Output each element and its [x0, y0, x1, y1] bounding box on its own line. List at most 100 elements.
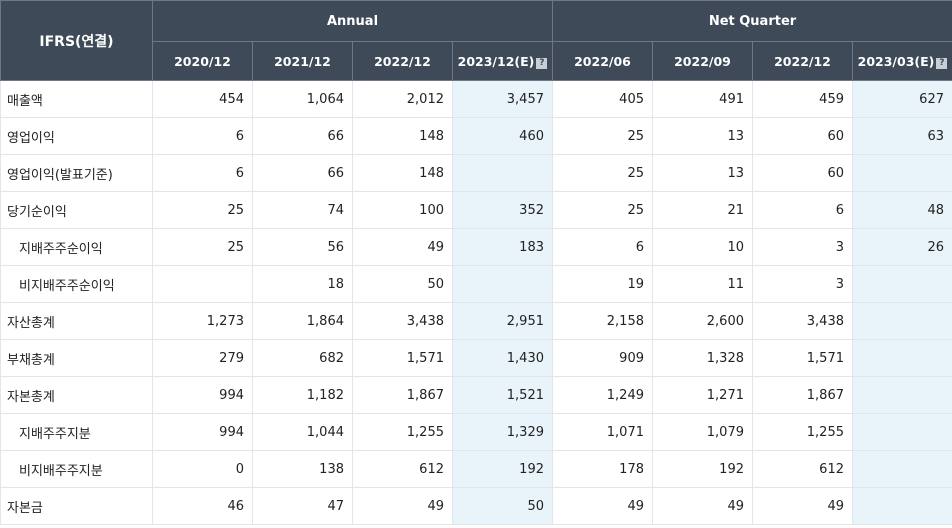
- table-cell: 183: [452, 228, 553, 266]
- table-row: 매출액 454 1,064 2,012 3,457 405 491 459 627: [0, 80, 952, 118]
- table-cell: 1,064: [252, 80, 353, 118]
- row-label[interactable]: 자산총계: [0, 302, 153, 340]
- table-cell: 66: [252, 154, 353, 192]
- table-cell: 1,864: [252, 302, 353, 340]
- table-cell: 0: [152, 450, 253, 488]
- table-cell: 459: [752, 80, 853, 118]
- table-cell: 1,255: [352, 413, 453, 451]
- table-row: 자산총계 1,273 1,864 3,438 2,951 2,158 2,600 3,438: [0, 302, 952, 340]
- table-cell: [152, 265, 253, 303]
- table-cell: 1,044: [252, 413, 353, 451]
- table-cell: [852, 154, 952, 192]
- table-cell: 25: [552, 191, 653, 229]
- table-cell: 279: [152, 339, 253, 377]
- column-header: 2022/12: [752, 41, 853, 81]
- table-row: 부채총계 279 682 1,571 1,430 909 1,328 1,571: [0, 339, 952, 377]
- row-label[interactable]: 지배주주지분: [0, 413, 153, 451]
- net-quarter-group-header: Net Quarter: [552, 0, 952, 42]
- row-label[interactable]: 영업이익: [0, 117, 153, 155]
- table-cell: 63: [852, 117, 952, 155]
- row-label[interactable]: 비지배주주지분: [0, 450, 153, 488]
- ifrs-header: IFRS(연결): [0, 0, 153, 81]
- row-label[interactable]: 지배주주순이익: [0, 228, 153, 266]
- column-header-estimate: 2023/03(E)?: [852, 41, 952, 81]
- table-cell: 6: [152, 117, 253, 155]
- table-cell: 25: [552, 117, 653, 155]
- table-cell: 1,273: [152, 302, 253, 340]
- row-label[interactable]: 부채총계: [0, 339, 153, 377]
- table-row: 자본총계 994 1,182 1,867 1,521 1,249 1,271 1,867: [0, 376, 952, 414]
- table-cell: 460: [452, 117, 553, 155]
- table-cell: 994: [152, 376, 253, 414]
- table-cell: 178: [552, 450, 653, 488]
- table-cell: 1,867: [752, 376, 853, 414]
- table-cell: [452, 154, 553, 192]
- table-cell: 192: [452, 450, 553, 488]
- table-body: 매출액 454 1,064 2,012 3,457 405 491 459 627 영업이익 6 66…: [0, 80, 952, 525]
- table-cell: 2,012: [352, 80, 453, 118]
- table-row: 영업이익(발표기준) 6 66 148 25 13 60: [0, 154, 952, 192]
- table-cell: 13: [652, 117, 753, 155]
- table-cell: 47: [252, 487, 353, 525]
- table-cell: 3,438: [752, 302, 853, 340]
- table-cell: 25: [152, 228, 253, 266]
- help-icon[interactable]: ?: [936, 57, 948, 69]
- table-cell: 192: [652, 450, 753, 488]
- table-cell: 1,249: [552, 376, 653, 414]
- table-cell: [852, 376, 952, 414]
- row-label[interactable]: 매출액: [0, 80, 153, 118]
- table-cell: [852, 265, 952, 303]
- column-header: 2020/12: [152, 41, 253, 81]
- table-cell: 26: [852, 228, 952, 266]
- table-cell: 1,071: [552, 413, 653, 451]
- table-cell: 1,571: [752, 339, 853, 377]
- table-cell: [852, 302, 952, 340]
- table-cell: 1,182: [252, 376, 353, 414]
- table-cell: 100: [352, 191, 453, 229]
- table-cell: 1,255: [752, 413, 853, 451]
- row-label[interactable]: 자본금: [0, 487, 153, 525]
- table-cell: [852, 413, 952, 451]
- row-label[interactable]: 자본총계: [0, 376, 153, 414]
- table-cell: 352: [452, 191, 553, 229]
- table-cell: 46: [152, 487, 253, 525]
- table-cell: 1,329: [452, 413, 553, 451]
- row-label[interactable]: 당기순이익: [0, 191, 153, 229]
- table-row: 비지배주주순이익 18 50 19 11 3: [0, 265, 952, 303]
- table-cell: 48: [852, 191, 952, 229]
- table-cell: [852, 450, 952, 488]
- table-cell: 148: [352, 117, 453, 155]
- table-cell: 1,328: [652, 339, 753, 377]
- table-cell: 3,438: [352, 302, 453, 340]
- table-cell: 909: [552, 339, 653, 377]
- table-cell: 138: [252, 450, 353, 488]
- table-cell: 50: [452, 487, 553, 525]
- table-cell: 60: [752, 154, 853, 192]
- table-cell: [852, 487, 952, 525]
- row-label[interactable]: 영업이익(발표기준): [0, 154, 153, 192]
- table-cell: 1,079: [652, 413, 753, 451]
- table-cell: 10: [652, 228, 753, 266]
- table-cell: 994: [152, 413, 253, 451]
- table-cell: 612: [352, 450, 453, 488]
- column-header: 2022/12: [352, 41, 453, 81]
- table-cell: 49: [652, 487, 753, 525]
- table-cell: 1,271: [652, 376, 753, 414]
- table-row: 자본금 46 47 49 50 49 49 49: [0, 487, 952, 525]
- table-cell: 6: [752, 191, 853, 229]
- help-icon[interactable]: ?: [536, 57, 548, 69]
- table-cell: 60: [752, 117, 853, 155]
- column-header: 2022/09: [652, 41, 753, 81]
- table-cell: [852, 339, 952, 377]
- table-cell: 2,951: [452, 302, 553, 340]
- table-cell: 1,521: [452, 376, 553, 414]
- table-cell: 50: [352, 265, 453, 303]
- table-cell: 627: [852, 80, 952, 118]
- table-cell: 25: [152, 191, 253, 229]
- table-cell: 49: [752, 487, 853, 525]
- row-label[interactable]: 비지배주주순이익: [0, 265, 153, 303]
- table-cell: 49: [552, 487, 653, 525]
- table-cell: 2,158: [552, 302, 653, 340]
- table-cell: 49: [352, 487, 453, 525]
- table-cell: 454: [152, 80, 253, 118]
